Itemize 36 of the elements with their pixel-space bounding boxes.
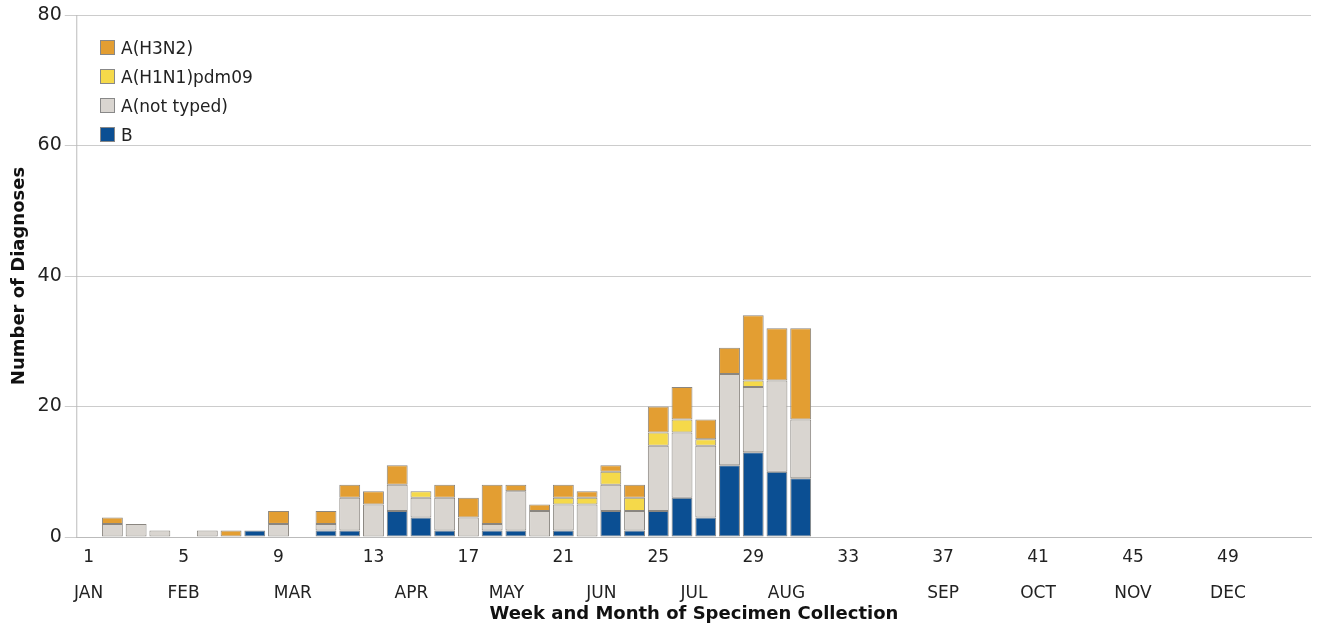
y-tick-label: 20 (37, 393, 62, 416)
x-tick-label: 5 (178, 545, 189, 566)
y-axis-title: Number of Diagnoses (7, 166, 29, 386)
text: FEB (167, 581, 200, 602)
x-tick-label: 33 (837, 545, 859, 566)
legend-label: A(not typed) (121, 95, 228, 116)
text: JUL (679, 581, 708, 602)
y-tick-label: 40 (37, 262, 62, 285)
text: AUG (767, 581, 806, 602)
legend-label: A(H3N2) (121, 37, 194, 58)
x-tick-label: 49 (1217, 545, 1239, 566)
text: DEC (1210, 581, 1246, 602)
x-tick-label: 25 (647, 545, 670, 566)
text: JUN (585, 581, 617, 602)
text: MAR (273, 581, 313, 602)
text: JAN (73, 581, 104, 602)
x-tick-label: 1 (83, 545, 95, 566)
x-axis-title: Week and Month of Specimen Collection (489, 601, 899, 623)
x-tick-label: 21 (552, 545, 575, 566)
x-tick-label: 9 (273, 545, 284, 566)
x-tick-label: 41 (1027, 545, 1049, 566)
legend-label: A(H1N1)pdm09 (121, 66, 253, 87)
y-tick-label: 80 (37, 1, 62, 24)
text: OCT (1020, 581, 1057, 602)
x-tick-label: 45 (1122, 545, 1144, 566)
x-tick-label: 29 (742, 545, 765, 566)
x-tick-label: 17 (457, 545, 480, 566)
y-tick-label: 60 (37, 132, 62, 155)
y-tick-label: 0 (49, 523, 62, 546)
text: NOV (1114, 581, 1153, 602)
text: APR (394, 581, 429, 602)
legend-label: B (121, 124, 133, 145)
text: SEP (927, 581, 959, 602)
text: MAY (488, 581, 525, 602)
x-tick-label: 13 (362, 545, 385, 566)
x-tick-label: 37 (932, 545, 954, 566)
